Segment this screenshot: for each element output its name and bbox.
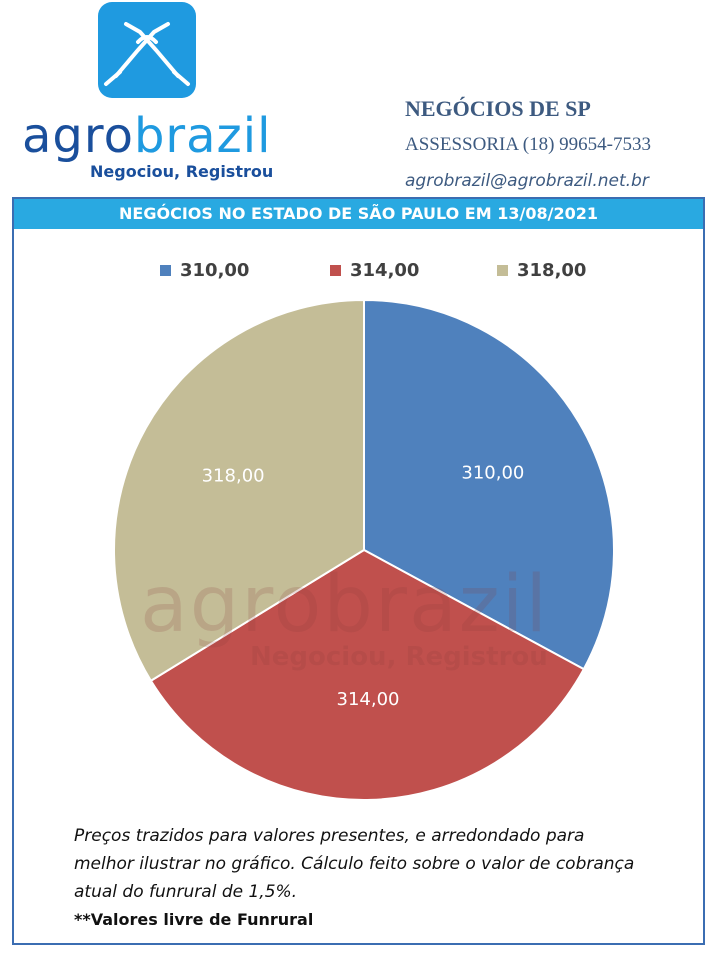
phone: ASSESSORIA (18) 99654-7533: [405, 134, 651, 155]
legend-label: 318,00: [517, 260, 586, 281]
legend-label: 310,00: [180, 260, 249, 281]
legend-swatch: [330, 265, 341, 276]
pie-slice: [113, 298, 365, 683]
legend-label: 314,00: [350, 260, 419, 281]
watermark: agrobrazil: [140, 560, 549, 650]
frame: [12, 197, 705, 945]
note-text: Preços trazidos para valores presentes, …: [74, 826, 635, 902]
data-label: 318,00: [202, 466, 265, 487]
legend-swatch: [160, 265, 171, 276]
logo-icon: [98, 2, 196, 98]
note-bold: **Valores livre de Funrural: [74, 910, 314, 929]
notes: Preços trazidos para valores presentes, …: [74, 822, 644, 934]
data-label: 314,00: [337, 689, 400, 710]
pie-slice: [363, 298, 615, 671]
brand-suffix: brazil: [133, 108, 272, 164]
brand-prefix: agro: [22, 108, 134, 164]
chart-title: NEGÓCIOS NO ESTADO DE SÃO PAULO EM 13/08…: [14, 199, 703, 229]
company: NEGÓCIOS DE SP: [405, 96, 591, 121]
watermark-prefix: agro: [140, 560, 324, 650]
chart: 310,00 314,00 318,00 310,00 314,00 318,00: [113, 260, 615, 801]
email: agrobrazil@agrobrazil.net.br: [405, 171, 649, 191]
brand: agrobrazil: [22, 108, 271, 164]
data-label: 310,00: [461, 462, 524, 483]
watermark-suffix: brazil: [323, 560, 550, 650]
pie-slice: [149, 548, 586, 801]
watermark-slogan: Negociou, Registrou: [250, 642, 548, 672]
slogan: Negociou, Registrou: [90, 162, 274, 181]
legend-swatch: [497, 265, 508, 276]
